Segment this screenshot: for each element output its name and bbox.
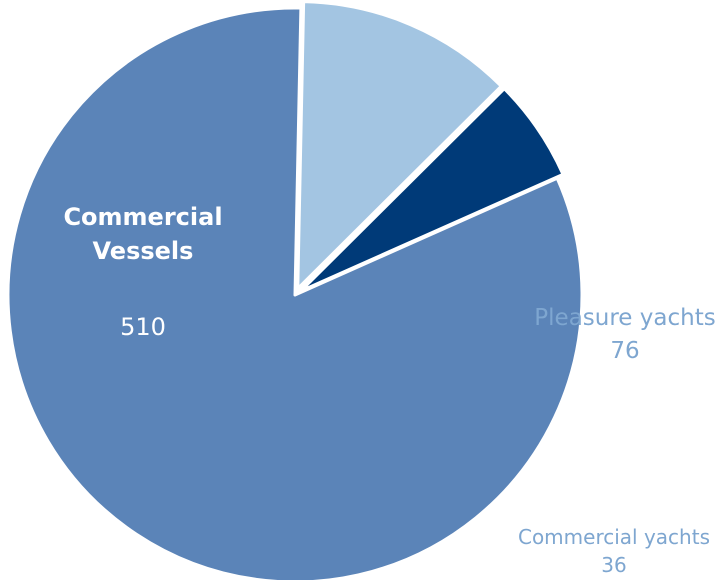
slice-value-commercial-vessels: 510 bbox=[120, 313, 166, 341]
pie-slice-pleasure-yachts bbox=[296, 0, 503, 291]
pie-slices bbox=[6, 0, 584, 580]
slice-label-commercial-vessels-line-2: Vessels bbox=[93, 237, 194, 265]
slice-label-pleasure-yachts-line-1: Pleasure yachts bbox=[534, 305, 715, 331]
slice-value-pleasure-yachts: 76 bbox=[610, 338, 639, 364]
slice-label-commercial-yachts-line-1: Commercial yachts bbox=[518, 525, 710, 549]
pie-labels: Commercial Vessels 510 Pleasure yachts 76 Com… bbox=[63, 203, 715, 577]
pie-slice-commercial-vessels bbox=[6, 6, 584, 580]
pie-slice-commercial-yachts bbox=[299, 87, 565, 293]
slice-label-commercial-vessels-line-1: Commercial bbox=[63, 203, 222, 231]
slice-value-commercial-yachts: 36 bbox=[601, 553, 626, 577]
